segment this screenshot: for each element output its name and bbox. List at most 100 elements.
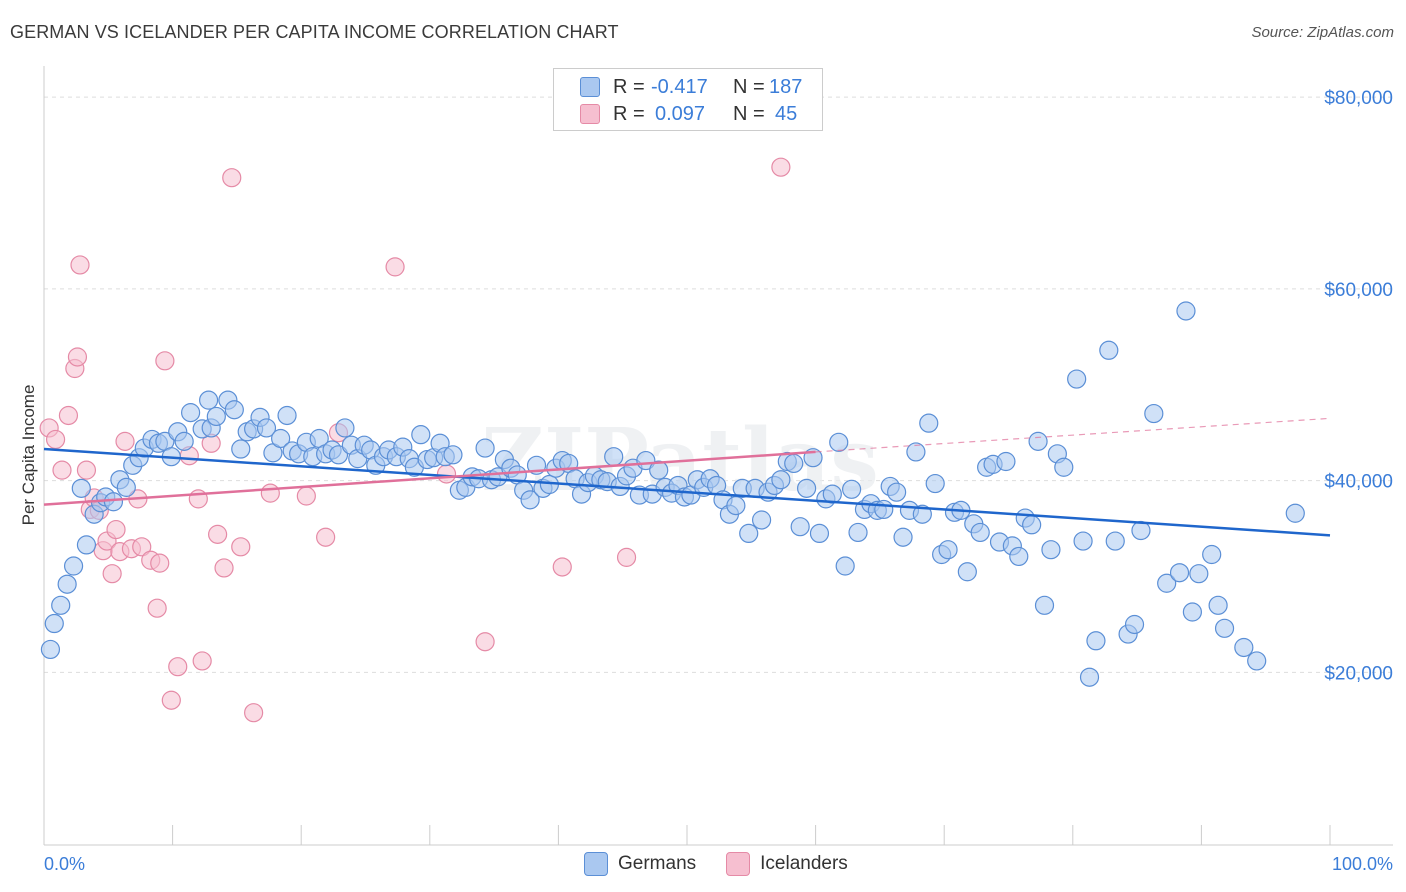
germans-point (1144, 403, 1164, 424)
germans-point (57, 574, 77, 594)
germans-point (906, 442, 926, 462)
icelanders-point (161, 690, 181, 710)
germans-point (912, 504, 932, 524)
germans-point (649, 460, 669, 480)
n-label: N = (733, 75, 765, 98)
germans-point (919, 413, 939, 433)
germans-point (76, 535, 97, 555)
germans-trend-line (43, 447, 1331, 537)
germans-point (842, 479, 862, 499)
germans-point (604, 447, 624, 467)
legend-item-germans: Germans (584, 852, 696, 876)
correlation-legend: R = -0.417 N = 187 R = 0.097 N = 45 (553, 68, 823, 131)
germans-point (63, 556, 84, 576)
grid-lines (44, 96, 1393, 673)
icelanders-point (208, 524, 228, 544)
germans-point (199, 390, 219, 410)
germans-point (475, 438, 495, 458)
icelanders-point (52, 460, 72, 480)
germans-point (809, 523, 830, 544)
germans-point (1285, 503, 1305, 523)
icelanders-point (147, 598, 167, 618)
germans-point (335, 418, 355, 438)
germans-point (1054, 457, 1074, 477)
icelanders-point (67, 347, 88, 367)
legend-row-germans: R = -0.417 N = 187 (580, 75, 802, 99)
legend-item-icelanders: Icelanders (726, 852, 848, 876)
germans-point (1189, 564, 1209, 584)
y-tick-labels: $20,000 $40,000 $60,000 $80,000 (1324, 88, 1393, 684)
germans-legend-label: Germans (618, 853, 697, 874)
icelanders-point (155, 351, 175, 371)
icelanders-point (552, 557, 572, 577)
germans-point (1034, 595, 1055, 615)
germans-point (411, 425, 431, 445)
germans-point (1247, 651, 1267, 671)
germans-point (520, 490, 540, 510)
icelanders-point (106, 519, 126, 540)
icelanders-swatch (580, 104, 600, 124)
germans-point (1079, 667, 1100, 687)
germans-point (256, 418, 277, 438)
germans-point (1176, 301, 1196, 321)
icelanders-point (132, 537, 152, 557)
r-value: -0.417 (651, 75, 708, 98)
germans-point (996, 451, 1016, 472)
germans-point (1234, 637, 1254, 658)
germans-point (443, 445, 463, 465)
y-tick-label: $40,000 (1324, 472, 1393, 493)
germans-point (277, 405, 297, 426)
y-axis-label: Per Capita Income (19, 385, 38, 526)
icelanders-point (192, 651, 212, 671)
germans-point (1157, 573, 1177, 593)
icelanders-point (244, 703, 264, 723)
source-credit: Source: ZipAtlas.com (1251, 24, 1394, 41)
icelanders-point (58, 405, 79, 426)
germans-point (1214, 618, 1235, 638)
germans-point (771, 470, 791, 490)
germans-point (44, 613, 64, 634)
icelanders-points (39, 157, 791, 723)
icelanders-point (168, 657, 188, 677)
germans-point (938, 540, 958, 560)
x-tick-label-max: 100.0% (1332, 854, 1393, 874)
germans-point (739, 523, 759, 544)
r-label: R = (613, 102, 645, 125)
germans-swatch (580, 77, 600, 97)
germans-point (835, 556, 855, 576)
germans-point (1169, 563, 1190, 583)
germans-point (790, 517, 810, 537)
germans-point (1073, 531, 1093, 551)
germans-point (848, 522, 868, 543)
germans-point (1105, 531, 1125, 551)
germans-point (116, 477, 136, 497)
germans-point (181, 403, 201, 423)
germans-point (1028, 431, 1048, 451)
icelanders-point (45, 429, 66, 450)
icelanders-point (214, 558, 234, 578)
germans-point (829, 432, 849, 452)
germans-point (224, 400, 244, 420)
icelanders-point (76, 460, 97, 480)
axes (43, 66, 1393, 846)
germans-points (40, 301, 1305, 687)
icelanders-point (222, 168, 242, 188)
icelanders-point (102, 564, 122, 584)
germans-point (874, 499, 894, 520)
germans-point (1041, 540, 1061, 560)
icelanders-point (260, 483, 280, 503)
germans-point (40, 639, 61, 660)
germans-point (1202, 544, 1222, 565)
y-tick-label: $80,000 (1324, 88, 1393, 109)
germans-point (174, 431, 194, 451)
icelanders-point (771, 157, 791, 177)
r-label: R = (613, 75, 645, 98)
germans-point (1086, 631, 1106, 651)
icelanders-point (231, 537, 251, 557)
n-value: 45 (775, 102, 798, 125)
germans-point (925, 473, 945, 494)
chart-title: GERMAN VS ICELANDER PER CAPITA INCOME CO… (10, 22, 619, 42)
n-label: N = (733, 102, 765, 125)
germans-point (103, 492, 124, 512)
